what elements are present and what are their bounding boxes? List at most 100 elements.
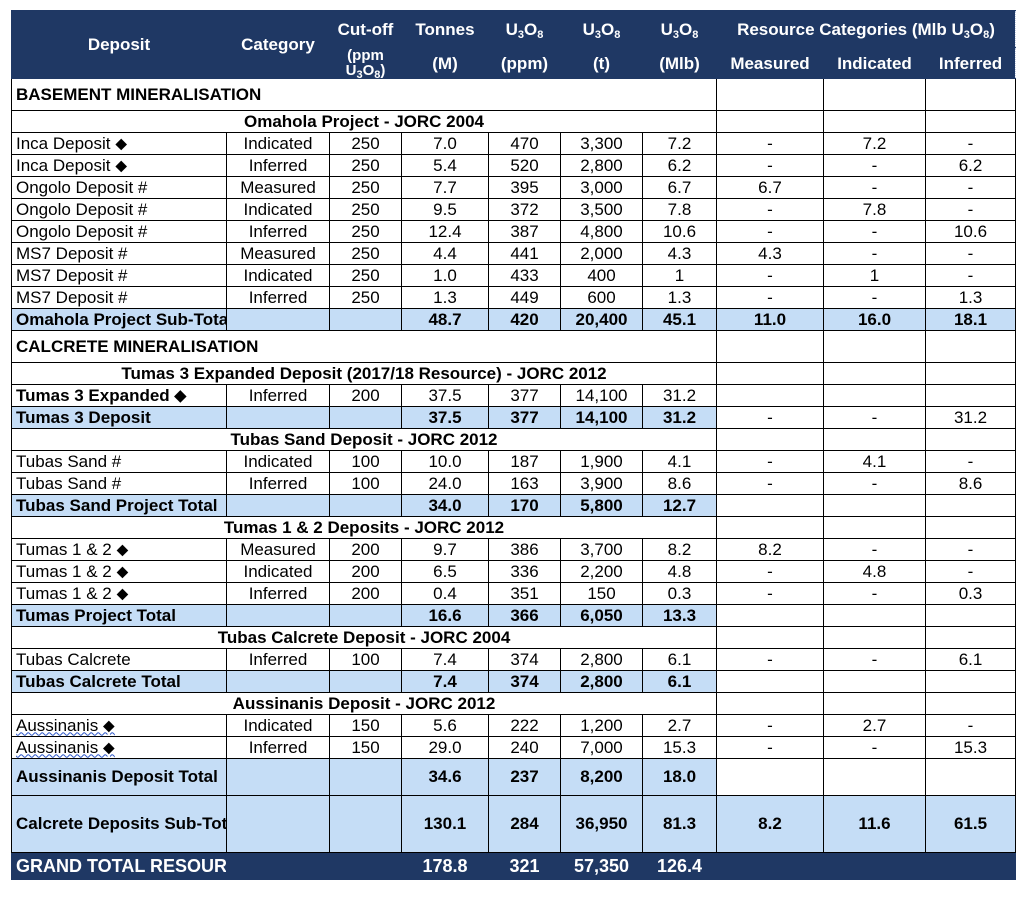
ppm-cell: 351 xyxy=(488,582,561,605)
indicated-cell: - xyxy=(823,582,926,605)
grand-tonnes: 178.8 xyxy=(401,852,489,880)
inferred-cell: 10.6 xyxy=(924,220,1017,243)
empty-cell xyxy=(716,852,824,880)
deposit-label: Tumas 3 Expanded ⬥ xyxy=(16,385,187,405)
header-inferred: Inferred xyxy=(924,47,1017,79)
subtotal-indicated: - xyxy=(823,406,926,429)
header-tonnes: Tonnes xyxy=(401,10,489,48)
measured-cell: - xyxy=(716,220,824,243)
cutoff-cell: 250 xyxy=(329,242,402,265)
project-title-row: Omahola Project - JORC 2004 xyxy=(11,110,1017,133)
empty-cell xyxy=(226,758,330,796)
empty-cell xyxy=(924,516,1017,539)
inferred-cell: - xyxy=(924,132,1017,155)
empty-cell xyxy=(226,852,330,880)
project-title-row: Aussinanis Deposit - JORC 2012 xyxy=(11,692,1017,715)
table-row: Tumas 1 & 2 ⬥ Indicated 200 6.5 336 2,200 4.8-… xyxy=(11,560,1017,583)
table-row: Tumas 1 & 2 ⬥ Measured 200 9.7 386 3,700 8.2 8.… xyxy=(11,538,1017,561)
empty-cell xyxy=(924,330,1017,363)
measured-cell: 4.3 xyxy=(716,242,824,265)
subtotal-row: Aussinanis Deposit Total 34.6 237 8,200 18.0 xyxy=(11,758,1017,796)
inferred-cell: 6.2 xyxy=(924,154,1017,177)
ppm-cell: 395 xyxy=(488,176,561,199)
cutoff-cell: 150 xyxy=(329,736,402,759)
empty-cell xyxy=(329,852,402,880)
inferred-cell: - xyxy=(924,538,1017,561)
cutoff-cell: 250 xyxy=(329,176,402,199)
subtotal-inferred: 18.1 xyxy=(924,308,1017,331)
mlb-cell: 6.7 xyxy=(642,176,717,199)
header-u3o8-mlb: U3O8 xyxy=(642,10,717,48)
header-cutoff-unit: (ppm U3O8) xyxy=(329,47,402,79)
inferred-cell: - xyxy=(924,242,1017,265)
tonnes-cell: 9.7 xyxy=(401,538,489,561)
indicated-cell: - xyxy=(823,648,926,671)
cutoff-cell: 200 xyxy=(329,582,402,605)
table-body: BASEMENT MINERALISATION Omahola Project -… xyxy=(11,78,1017,880)
category-cell: Measured xyxy=(226,538,330,561)
measured-cell: - xyxy=(716,582,824,605)
category-cell: Inferred xyxy=(226,736,330,759)
empty-cell xyxy=(716,428,824,451)
category-cell: Inferred xyxy=(226,582,330,605)
subtotal-inferred xyxy=(924,494,1017,517)
table-row: Inca Deposit ⬥ Inferred 250 5.4 520 2,800 6.2-… xyxy=(11,154,1017,177)
category-cell: Measured xyxy=(226,242,330,265)
deposit-label: Aussinanis ⬥ xyxy=(16,715,115,735)
deposit-name: Aussinanis ⬥ xyxy=(11,736,227,759)
subtotal-label: Calcrete Deposits Sub-Total xyxy=(11,795,227,853)
subtotal-mlb: 12.7 xyxy=(642,494,717,517)
project-title-row: Tumas 1 & 2 Deposits - JORC 2012 xyxy=(11,516,1017,539)
empty-cell xyxy=(823,516,926,539)
mlb-cell: 1 xyxy=(642,264,717,287)
ppm-cell: 441 xyxy=(488,242,561,265)
subtotal-tonnes: 48.7 xyxy=(401,308,489,331)
deposit-label: Tubas Sand # xyxy=(16,451,122,471)
category-cell: Inferred xyxy=(226,384,330,407)
table-row: Tumas 3 Expanded ⬥ Inferred 200 37.5 377 14,1… xyxy=(11,384,1017,407)
tonnes-cell: 7.0 xyxy=(401,132,489,155)
empty-cell xyxy=(226,604,330,627)
empty-cell xyxy=(924,78,1017,111)
section-title: BASEMENT MINERALISATION xyxy=(11,78,717,111)
indicated-cell: 2.7 xyxy=(823,714,926,737)
mlb-cell: 8.6 xyxy=(642,472,717,495)
empty-cell xyxy=(823,852,926,880)
ppm-cell: 377 xyxy=(488,384,561,407)
subtotal-indicated: 11.6 xyxy=(823,795,926,853)
table-row: Tubas Sand # Indicated 100 10.0 187 1,900 4.1-… xyxy=(11,450,1017,473)
subtotal-row: Tumas 3 Deposit 37.5 377 14,100 31.2- -31.2 xyxy=(11,406,1017,429)
indicated-cell: 1 xyxy=(823,264,926,287)
cutoff-cell: 250 xyxy=(329,198,402,221)
measured-cell: 8.2 xyxy=(716,538,824,561)
table-row: Aussinanis ⬥ Inferred 150 29.0 240 7,000 15.3-… xyxy=(11,736,1017,759)
tonnes-cell: 9.5 xyxy=(401,198,489,221)
ppm-cell: 222 xyxy=(488,714,561,737)
cutoff-cell: 250 xyxy=(329,132,402,155)
cutoff-cell: 200 xyxy=(329,384,402,407)
measured-cell: - xyxy=(716,714,824,737)
tonnes-cell: 1.3 xyxy=(401,286,489,309)
empty-cell xyxy=(823,78,926,111)
subtotal-measured: 8.2 xyxy=(716,795,824,853)
ppm-cell: 240 xyxy=(488,736,561,759)
deposit-name: Inca Deposit ⬥ xyxy=(11,132,227,155)
deposit-label: Inca Deposit ⬥ xyxy=(16,133,128,153)
empty-cell xyxy=(924,692,1017,715)
subtotal-tonnes: 34.6 xyxy=(401,758,489,796)
subtotal-ppm: 420 xyxy=(488,308,561,331)
empty-cell xyxy=(226,406,330,429)
mlb-cell: 7.8 xyxy=(642,198,717,221)
inferred-cell xyxy=(924,384,1017,407)
subtotal-ppm: 377 xyxy=(488,406,561,429)
empty-cell xyxy=(823,330,926,363)
cutoff-cell: 250 xyxy=(329,264,402,287)
subtotal-indicated xyxy=(823,604,926,627)
cutoff-cell: 100 xyxy=(329,648,402,671)
project-title: Tubas Calcrete Deposit - JORC 2004 xyxy=(11,626,717,649)
subtotal-tonnes: 37.5 xyxy=(401,406,489,429)
mlb-cell: 2.7 xyxy=(642,714,717,737)
deposit-label: Tubas Sand # xyxy=(16,473,122,493)
indicated-cell: - xyxy=(823,736,926,759)
empty-cell xyxy=(823,626,926,649)
